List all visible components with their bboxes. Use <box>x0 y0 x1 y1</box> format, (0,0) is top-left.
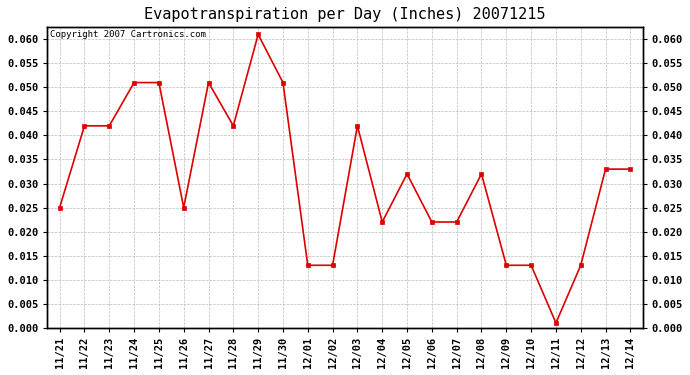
Text: Copyright 2007 Cartronics.com: Copyright 2007 Cartronics.com <box>50 30 206 39</box>
Title: Evapotranspiration per Day (Inches) 20071215: Evapotranspiration per Day (Inches) 2007… <box>144 7 546 22</box>
